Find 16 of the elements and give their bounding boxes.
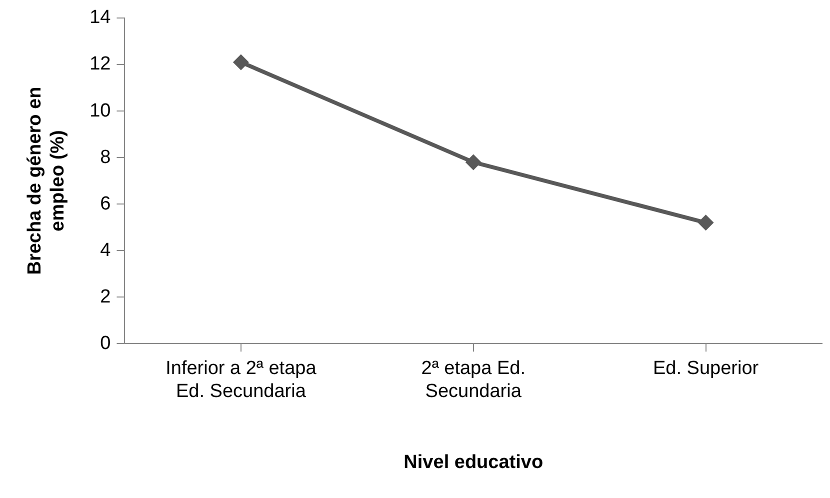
- point: [232, 54, 249, 70]
- y-tick-label: 2: [100, 286, 111, 308]
- x-axis-title: Nivel educativo: [404, 452, 544, 473]
- point: [465, 154, 482, 170]
- y-tick-label: 6: [100, 193, 111, 214]
- y-tick-label: 12: [90, 54, 111, 75]
- y-tick-label: 8: [100, 146, 111, 168]
- x-tick-label: Inferior a 2ª etapa Ed. Secundaria: [166, 358, 317, 402]
- y-tick-label: 0: [100, 332, 111, 354]
- x-tick-label: 2ª etapa Ed. Secundaria: [421, 358, 526, 402]
- y-tick-label: 10: [90, 100, 111, 122]
- y-tick-label: 4: [100, 240, 112, 261]
- point: [698, 214, 714, 231]
- y-tick-label: 14: [90, 7, 112, 28]
- y-axis-title: Brecha de género en empleo (%): [24, 86, 68, 275]
- x-tick-label: Ed. Superior: [652, 358, 760, 380]
